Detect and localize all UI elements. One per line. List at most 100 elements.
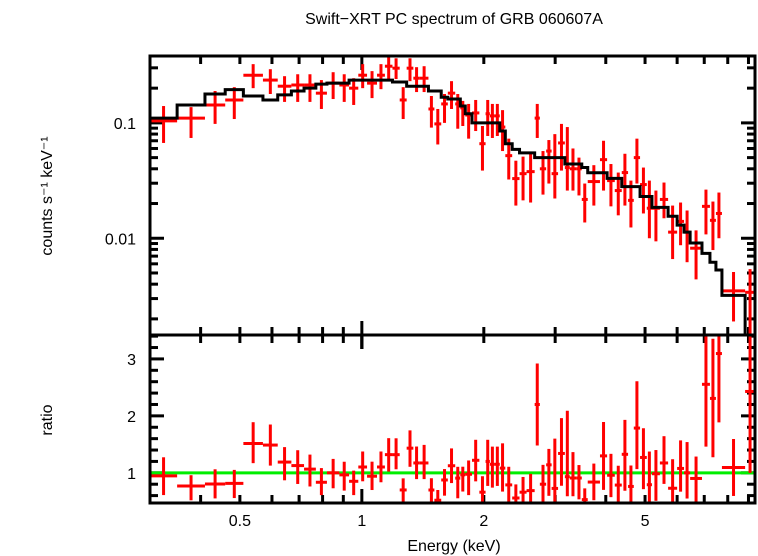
spectrum-data-point: [646, 180, 652, 239]
ratio-data-point: [262, 424, 278, 466]
spectrum-data-point: [569, 148, 577, 191]
ratio-data-point: [633, 381, 641, 470]
y-tick-label-ratio: 2: [127, 409, 136, 426]
spectrum-data-point: [204, 90, 226, 124]
spectrum-data-point: [519, 156, 527, 201]
ratio-data-point: [651, 450, 660, 501]
ratio-data-point: [690, 456, 702, 503]
ratio-data-point: [558, 418, 565, 486]
spectrum-data-point: [367, 71, 378, 99]
ratio-data-point: [447, 448, 456, 484]
spectrum-data-point: [628, 180, 634, 228]
ratio-data-point: [225, 469, 244, 499]
y-axis-label-ratio: ratio: [39, 404, 56, 435]
spectrum-data-point: [392, 58, 400, 80]
spectrum-data-point: [485, 99, 490, 136]
spectrum-data-points: [150, 56, 755, 335]
ratio-data-point: [406, 430, 414, 467]
ratio-data-point: [358, 451, 368, 482]
spectrum-data-point: [428, 96, 435, 128]
spectrum-data-point: [558, 123, 565, 171]
spectrum-data-point: [479, 125, 486, 171]
ratio-data-point: [646, 451, 652, 503]
ratio-data-point: [428, 478, 435, 503]
spectrum-data-point: [277, 76, 292, 102]
ratio-data-point: [243, 422, 263, 464]
spectrum-data-point: [494, 103, 500, 136]
ratio-data-point: [587, 463, 600, 501]
spectrum-data-point: [505, 138, 513, 180]
ratio-data-point: [677, 440, 685, 492]
ratio-data-point: [471, 439, 480, 482]
spectrum-data-point: [339, 74, 350, 102]
ratio-data-point: [349, 470, 359, 496]
ratio-data-point: [441, 469, 448, 496]
ratio-data-point: [539, 464, 547, 503]
ratio-data-point: [326, 458, 340, 489]
ratio-data-point: [392, 438, 400, 470]
axis-ticks: [148, 56, 755, 503]
ratio-data-point: [494, 446, 500, 486]
spectrum-data-point: [640, 167, 647, 214]
ratio-data-point: [399, 478, 407, 503]
spectrum-data-point: [633, 138, 641, 184]
ratio-data-point: [709, 338, 716, 458]
ratio-data-point: [505, 466, 513, 502]
spectrum-data-point: [177, 107, 205, 138]
spectrum-data-point: [715, 192, 722, 239]
spectrum-data-point: [690, 230, 702, 280]
ratio-data-point: [204, 469, 226, 499]
ratio-data-point: [668, 459, 678, 503]
ratio-data-point: [512, 484, 520, 503]
y-tick-label-ratio: 3: [127, 352, 136, 369]
spectrum-data-point: [225, 87, 244, 120]
ratio-data-point: [455, 466, 461, 499]
ratio-data-point: [599, 422, 608, 490]
spectrum-data-point: [564, 127, 570, 191]
model-step-line: [150, 78, 747, 335]
spectrum-data-point: [607, 164, 615, 207]
ratio-data-point: [640, 428, 647, 490]
spectrum-data-point: [581, 183, 588, 223]
spectrum-data-point: [419, 66, 429, 93]
ratio-data-point: [485, 439, 490, 486]
spectrum-data-point: [399, 87, 407, 120]
spectrum-data-point: [377, 64, 385, 90]
spectrum-data-point: [447, 81, 456, 109]
spectrum-data-point: [546, 140, 552, 184]
spectrum-data-point: [434, 108, 442, 145]
ratio-data-point: [384, 438, 393, 472]
y-tick-label-top: 0.01: [105, 231, 136, 248]
x-tick-label: 0.5: [229, 513, 251, 530]
ratio-data-point: [304, 454, 316, 487]
ratio-data-point: [721, 439, 746, 496]
ratio-data-point: [291, 450, 305, 484]
spectrum-data-point: [413, 67, 420, 93]
spectrum-data-point: [709, 201, 716, 251]
ratio-data-point: [339, 461, 350, 491]
ratio-data-point: [177, 475, 205, 501]
ratio-data-point: [489, 446, 495, 488]
spectrum-data-point: [551, 134, 559, 199]
ratio-data-point: [614, 465, 622, 503]
ratio-data-point: [745, 335, 755, 473]
ratio-data-point: [434, 489, 442, 503]
ratio-data-point: [460, 466, 466, 492]
chart-title: Swift−XRT PC spectrum of GRB 060607A: [305, 11, 603, 28]
ratio-data-point: [367, 461, 378, 491]
ratio-data-point: [551, 438, 559, 503]
ratio-data-point: [628, 465, 634, 503]
x-tick-label: 1: [357, 513, 366, 530]
ratio-data-point: [576, 465, 582, 500]
ratio-data-point: [377, 451, 385, 483]
ratio-data-point: [150, 457, 178, 496]
ratio-data-point: [465, 460, 472, 496]
ratio-data-point: [659, 436, 669, 484]
spectrum-data-point: [262, 69, 278, 94]
spectrum-data-point: [659, 182, 669, 219]
spectrum-data-point: [599, 140, 608, 191]
ratio-data-point: [277, 447, 292, 481]
spectrum-data-point: [512, 160, 520, 206]
